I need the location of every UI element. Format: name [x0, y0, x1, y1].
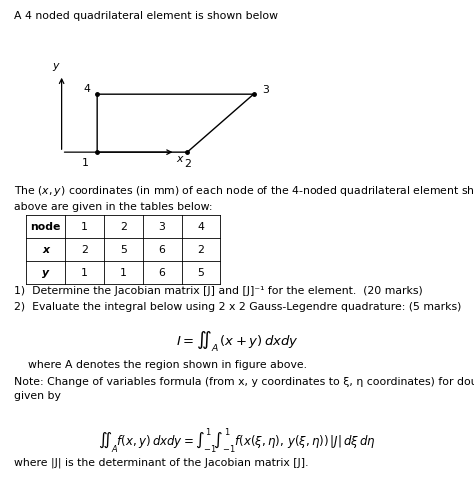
- Text: 5: 5: [198, 268, 204, 278]
- Text: 1: 1: [81, 222, 88, 231]
- Text: 2: 2: [198, 245, 204, 255]
- Text: 2)  Evaluate the integral below using 2 x 2 Gauss-Legendre quadrature: (5 marks): 2) Evaluate the integral below using 2 x…: [14, 302, 462, 312]
- Text: where A denotes the region shown in figure above.: where A denotes the region shown in figu…: [14, 360, 307, 370]
- Text: y: y: [42, 268, 49, 278]
- Text: $I = \iint_A\, (x + y)\, dxdy$: $I = \iint_A\, (x + y)\, dxdy$: [176, 329, 298, 354]
- Text: 1: 1: [81, 268, 88, 278]
- Text: 2: 2: [81, 245, 88, 255]
- Text: $\iint_A f(x,y)\,dxdy = \int_{-1}^{1}\!\int_{-1}^{1} f(x(\xi,\eta),\,y(\xi,\eta): $\iint_A f(x,y)\,dxdy = \int_{-1}^{1}\!\…: [98, 426, 376, 455]
- Text: The $(x, y)$ coordinates (in mm) of each node of the 4-noded quadrilateral eleme: The $(x, y)$ coordinates (in mm) of each…: [14, 184, 474, 212]
- Text: 6: 6: [159, 268, 165, 278]
- Text: y: y: [53, 61, 59, 71]
- Text: Note: Change of variables formula (from x, y coordinates to ξ, η coordinates) fo: Note: Change of variables formula (from …: [14, 377, 474, 401]
- Text: 2: 2: [120, 222, 127, 231]
- Text: 6: 6: [159, 245, 165, 255]
- Text: 1: 1: [120, 268, 127, 278]
- Text: 1)  Determine the Jacobian matrix [J] and [J]⁻¹ for the element.  (20 marks): 1) Determine the Jacobian matrix [J] and…: [14, 286, 423, 296]
- Text: 3: 3: [159, 222, 165, 231]
- Text: x: x: [42, 245, 49, 255]
- Text: 3: 3: [262, 85, 269, 95]
- Text: 5: 5: [120, 245, 127, 255]
- Text: 1: 1: [82, 158, 89, 168]
- Text: x: x: [176, 155, 182, 164]
- Text: 4: 4: [83, 85, 90, 94]
- Text: 2: 2: [184, 159, 191, 169]
- Text: A 4 noded quadrilateral element is shown below: A 4 noded quadrilateral element is shown…: [14, 11, 278, 21]
- Text: node: node: [30, 222, 61, 231]
- Text: where |J| is the determinant of the Jacobian matrix [J].: where |J| is the determinant of the Jaco…: [14, 458, 309, 469]
- Text: 4: 4: [198, 222, 204, 231]
